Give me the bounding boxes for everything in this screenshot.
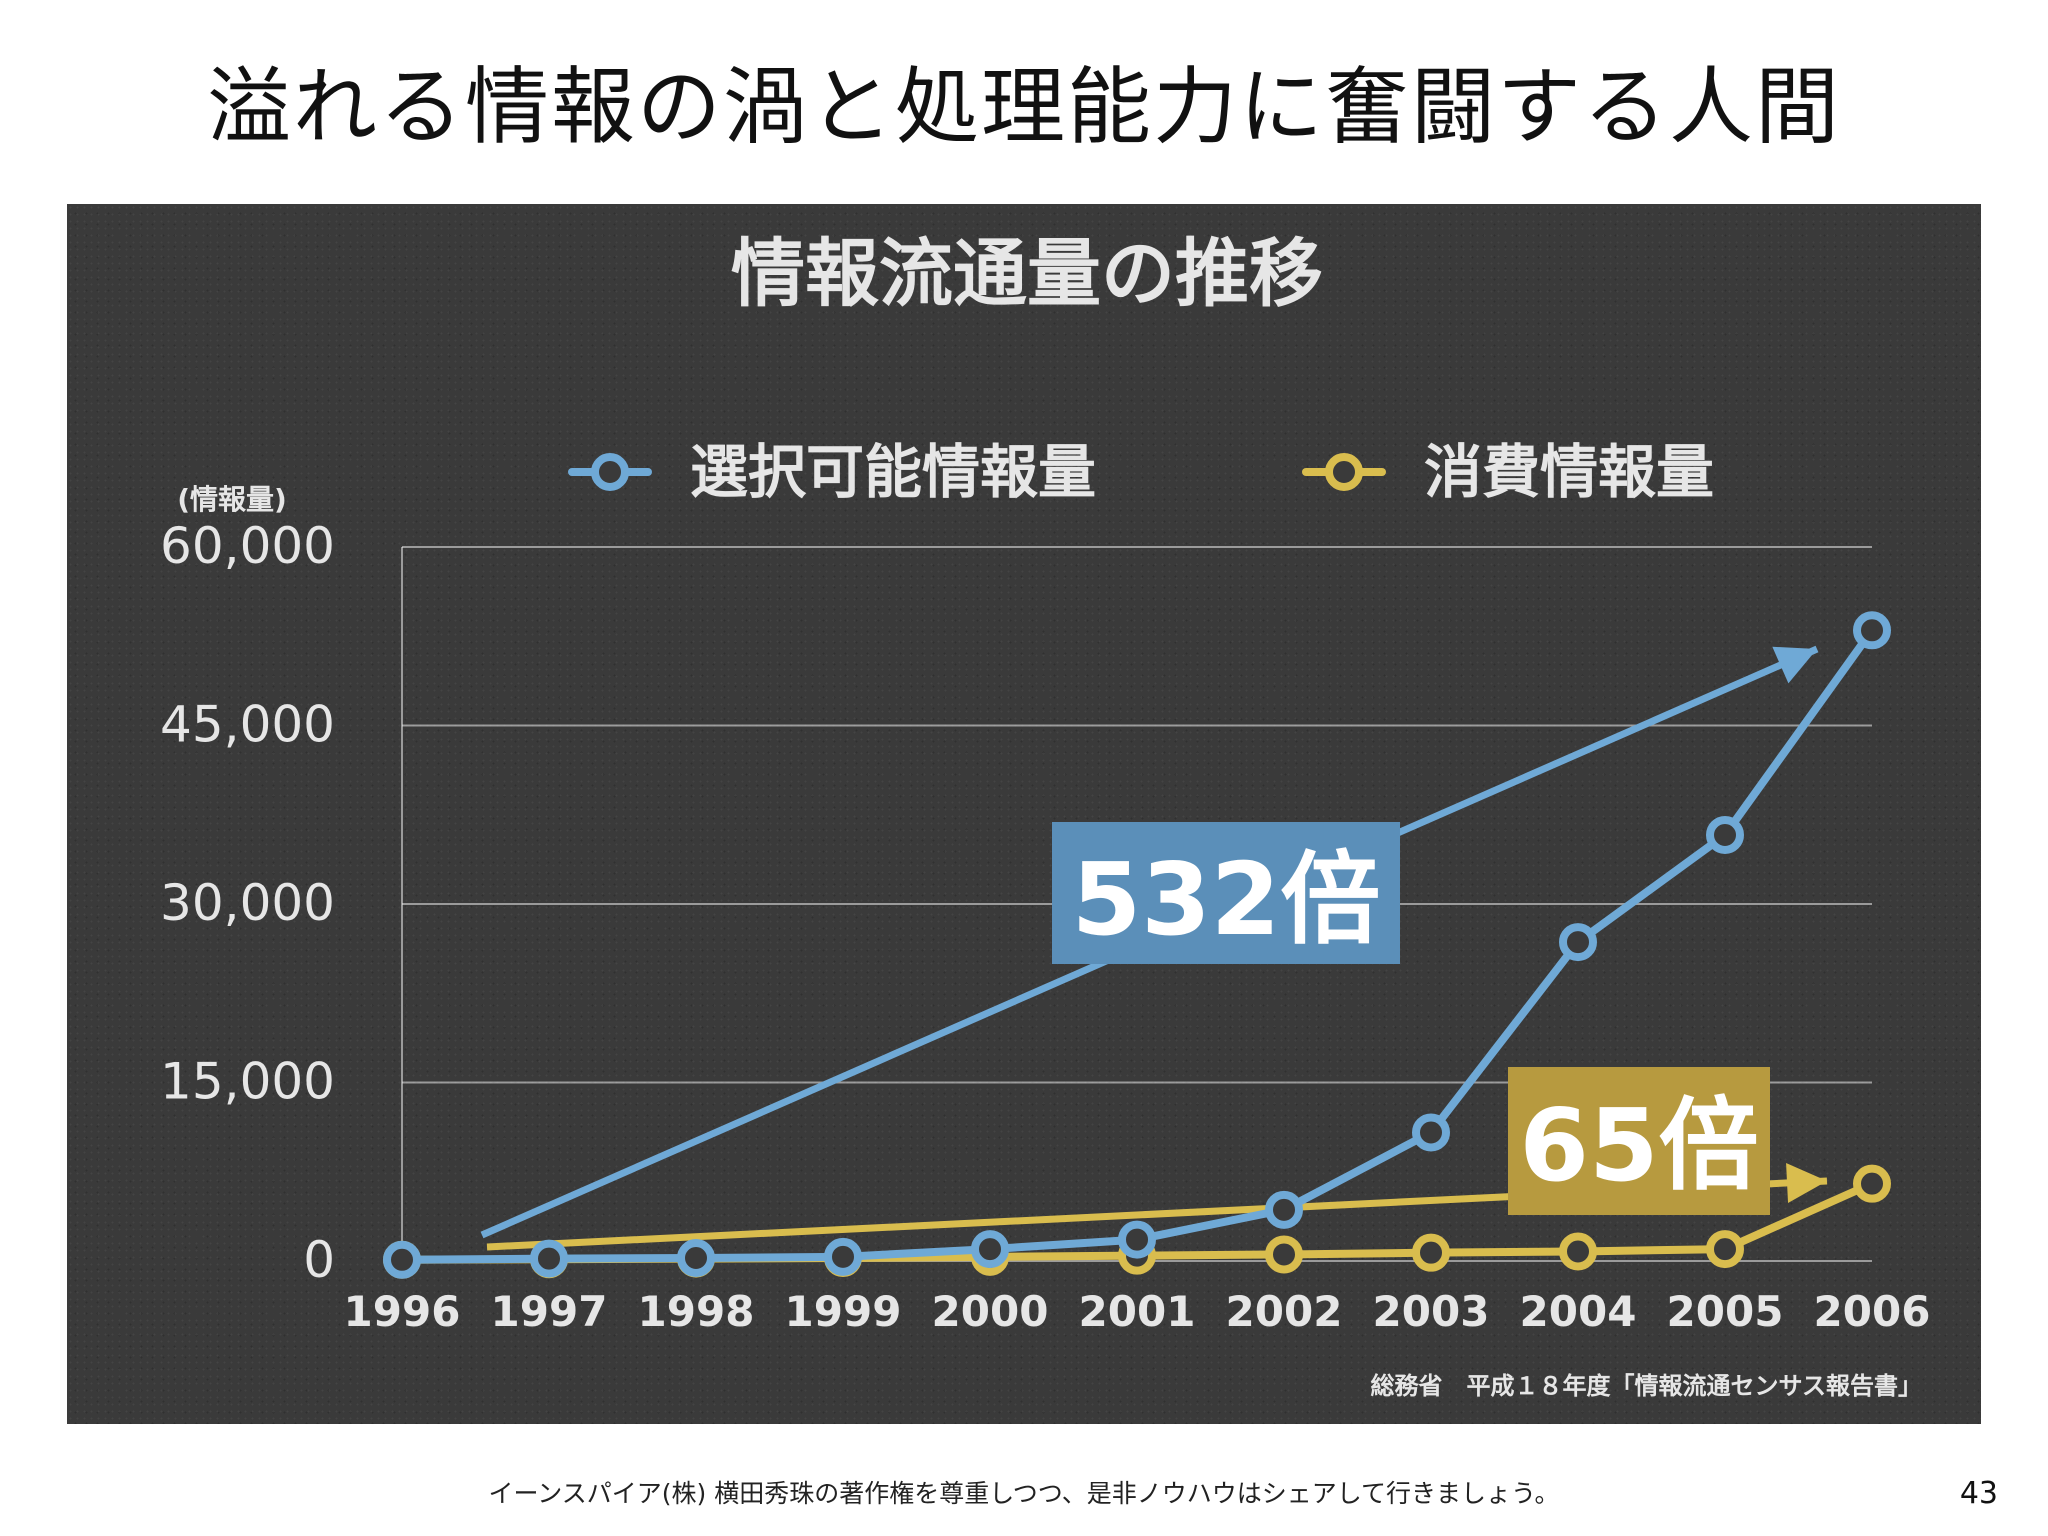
x-tick-label: 2004	[1520, 1287, 1637, 1336]
x-tick-label: 2006	[1814, 1287, 1931, 1336]
y-tick-label: 45,000	[160, 696, 335, 754]
data-point-0	[824, 1237, 862, 1276]
x-tick-label: 2005	[1667, 1287, 1784, 1336]
data-point-0	[383, 1240, 421, 1279]
y-tick-label: 15,000	[160, 1053, 335, 1111]
data-point-0	[1412, 1113, 1450, 1152]
data-point-0	[530, 1239, 568, 1278]
legend-marker-circle	[1325, 453, 1363, 491]
data-point-1	[1265, 1235, 1303, 1274]
callout-consumed-box	[1508, 1067, 1770, 1215]
consumed-growth-arrow-head	[1786, 1162, 1827, 1203]
x-tick-label: 2003	[1373, 1287, 1490, 1336]
data-point-1	[1706, 1230, 1744, 1269]
data-point-0	[1265, 1190, 1303, 1229]
x-tick-label: 1998	[638, 1287, 755, 1336]
legend-marker-circle	[591, 453, 629, 491]
callout-selectable-label: 532倍	[1072, 841, 1381, 958]
data-point-0	[971, 1230, 1009, 1269]
line-chart: 情報流通量の推移 (情報量) 0 15,000 30,000 45,000 60,000…	[160, 231, 1931, 1400]
y-tick-label: 0	[303, 1231, 335, 1289]
chart-panel: 情報流通量の推移 (情報量) 0 15,000 30,000 45,000 60,000…	[67, 204, 1981, 1424]
selectable-growth-arrow-head	[1772, 646, 1817, 684]
footer-copyright-note: イーンスパイア(株) 横田秀珠の著作権を尊重しつつ、是非ノウハウはシェアして行き…	[488, 1479, 1560, 1508]
data-point-0	[1559, 923, 1597, 962]
y-tick-label: 60,000	[160, 517, 335, 575]
callout-consumed-label: 65倍	[1519, 1087, 1758, 1204]
page-number: 43	[1959, 1476, 1998, 1511]
x-tick-label: 2001	[1079, 1287, 1196, 1336]
chart-title: 情報流通量の推移	[731, 231, 1323, 317]
legend-label: 消費情報量	[1424, 438, 1714, 506]
y-tick-label: 30,000	[160, 874, 335, 932]
data-point-1	[1559, 1232, 1597, 1271]
y-axis-label: (情報量)	[177, 483, 287, 516]
x-tick-label: 1997	[491, 1287, 608, 1336]
data-point-1	[1412, 1233, 1450, 1272]
callout-selectable-box	[1052, 822, 1400, 964]
source-note: 総務省 平成１８年度「情報流通センサス報告書」	[1370, 1372, 1922, 1400]
data-point-0	[1118, 1220, 1156, 1259]
slide-title: 溢れる情報の渦と処理能力に奮闘する人間	[206, 58, 1841, 156]
legend-label: 選択可能情報量	[690, 438, 1096, 506]
data-point-0	[677, 1239, 715, 1278]
data-point-1	[1853, 1164, 1891, 1203]
x-tick-label: 1996	[344, 1287, 461, 1336]
data-point-0	[1706, 815, 1744, 854]
data-point-0	[1853, 611, 1891, 650]
x-tick-label: 2002	[1226, 1287, 1343, 1336]
x-tick-label: 2000	[932, 1287, 1049, 1336]
x-tick-label: 1999	[785, 1287, 902, 1336]
